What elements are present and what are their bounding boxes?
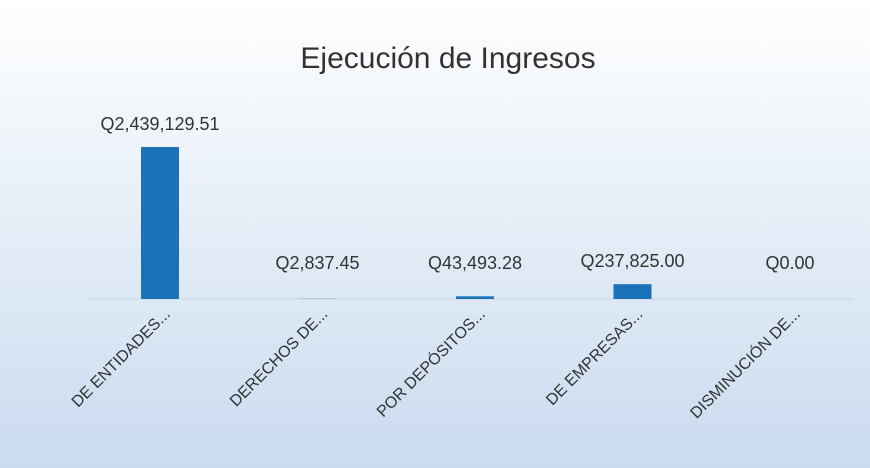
data-label: Q2,439,129.51: [100, 114, 219, 134]
chart-title: Ejecución de Ingresos: [300, 42, 595, 75]
bar: [613, 284, 652, 299]
bar: [456, 296, 494, 299]
data-label: Q0.00: [765, 253, 814, 273]
data-label: Q237,825.00: [580, 251, 684, 271]
data-label: Q2,837.45: [275, 253, 359, 273]
data-label: Q43,493.28: [428, 253, 522, 273]
bar: [141, 147, 179, 299]
